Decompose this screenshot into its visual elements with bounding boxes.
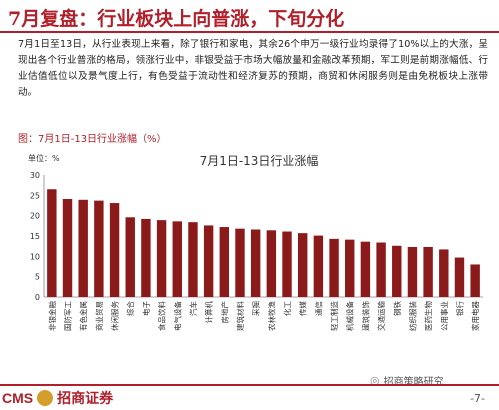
x-category-label: 国防军工 [63,301,73,331]
unit-label: 单位：% [28,153,60,163]
x-category-label: 采掘 [251,301,261,316]
x-category-label: 医药生物 [423,301,433,331]
bar [94,200,104,297]
x-category-label: 机械设备 [345,301,355,331]
bar [235,228,245,297]
x-category-label: 汽车 [188,301,198,316]
bar [47,189,57,297]
bar [141,218,151,297]
x-category-label: 交通运输 [376,301,386,331]
footer-divider [0,384,499,386]
y-tick-label: 10 [30,252,40,261]
x-category-label: 休闲服务 [110,301,120,331]
x-category-label: 纺织服装 [407,301,417,331]
bar [345,239,355,297]
bar [329,238,339,297]
y-tick-label: 20 [30,212,40,221]
bar [407,246,418,297]
x-category-label: 非银金融 [47,301,57,331]
x-category-label: 传媒 [298,301,308,316]
x-category-label: 食品饮料 [157,301,167,331]
logo-cms-text: CMS [2,390,34,406]
chart-title: 7月1日-13日行业涨幅 [200,153,319,168]
y-tick-label: 15 [30,232,40,241]
bar [470,264,480,297]
bar [313,235,324,297]
bar [219,227,230,297]
bar [266,230,277,297]
wechat-tag: ◎ 招商策略研究 [370,373,444,388]
brand-logo: CMS 招商证券 [2,388,113,408]
bars-group [47,189,480,297]
bar [156,220,167,297]
y-tick-label: 0 [35,293,40,302]
x-category-label: 钢铁 [392,301,402,316]
y-tick-label: 30 [30,171,40,180]
x-category-label: 建筑材料 [235,301,245,331]
x-category-label: 计算机 [204,301,214,324]
bar [282,231,292,297]
y-tick-labels: 0 5 10 15 20 25 30 [30,171,40,302]
bar [172,221,182,297]
x-category-label: 有色金属 [78,301,88,331]
bar [250,229,261,297]
x-category-label: 电子 [141,301,151,316]
x-category-label: 综合 [125,301,135,316]
figure-caption: 图：7月1日-13日行业涨幅（%） [18,134,167,145]
wechat-account-name: 招商策略研究 [383,377,444,388]
bar [188,222,198,297]
x-category-label: 农林牧渔 [266,301,276,331]
x-category-label: 化工 [282,301,292,316]
x-category-labels: 非银金融 国防军工 有色金属 商业贸易 休闲服务 综合 电子 食品饮料 电气设备 汽车 计算机 房地产… [47,301,480,331]
x-category-label: 电气设备 [172,301,182,331]
industry-gain-bar-chart: 7月1日-13日行业涨幅 单位：% 0 5 10 15 20 25 30 非银金融 国防军工有… [28,153,483,331]
x-category-label: 银行 [454,301,464,316]
bar [439,249,449,297]
bar [376,242,386,297]
bar [454,257,465,297]
bar [203,225,214,297]
x-category-label: 轻工制造 [329,301,339,331]
x-category-label: 商业贸易 [94,301,104,331]
y-tick-label: 25 [30,191,40,200]
x-category-label: 房地产 [219,301,229,324]
bar [297,233,308,297]
wechat-icon: ◎ [370,374,380,387]
bar [392,245,402,297]
bar [78,199,88,297]
x-category-label: 家用电器 [470,301,480,331]
bar [109,203,120,297]
logo-cn-text: 招商证券 [57,391,114,407]
bar [360,241,371,297]
bar [423,246,433,297]
bar [125,217,135,297]
x-category-label: 建筑装饰 [360,301,370,331]
x-category-label: 公用事业 [439,301,449,331]
page-number: -7- [470,392,485,405]
logo-badge-icon [37,390,54,406]
y-tick-label: 5 [35,273,40,282]
bar [62,198,73,297]
summary-paragraph: 7月1日至13日，从行业表现上来看，除了银行和家电，其余26个申万一级行业均录得… [18,39,488,98]
title-divider [0,31,499,33]
page-title: 7月复盘：行业板块上向普涨，下旬分化 [8,8,345,30]
x-category-label: 通信 [313,301,323,316]
